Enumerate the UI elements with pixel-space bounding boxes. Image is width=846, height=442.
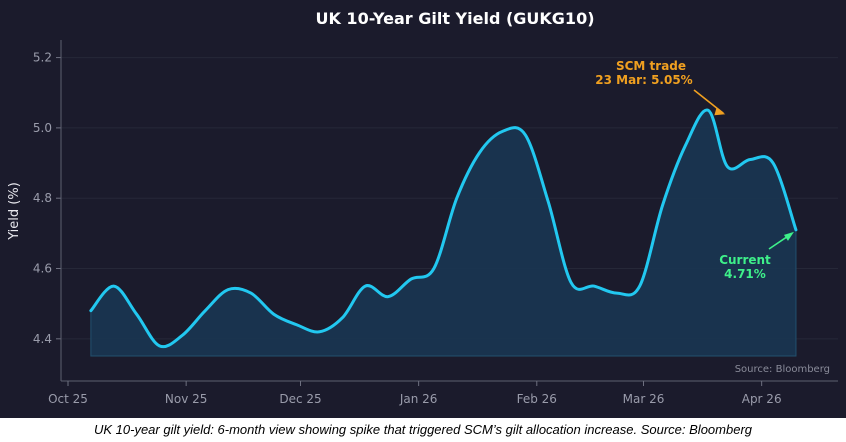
source-note: Source: Bloomberg [735, 364, 830, 375]
x-tick-label: Mar 26 [623, 392, 665, 406]
y-tick-label: 4.6 [33, 262, 52, 276]
y-tick-label: 5.0 [33, 121, 52, 135]
y-tick-label: 4.4 [33, 332, 52, 346]
y-tick-label: 5.2 [33, 51, 52, 65]
y-axis-label: Yield (%) [7, 182, 22, 241]
annotation-current-title: Current [719, 253, 771, 267]
annotation-current-value: 4.71% [724, 267, 766, 281]
x-tick-label: Dec 25 [279, 392, 321, 406]
x-tick-label: Apr 26 [742, 392, 782, 406]
series-line [89, 108, 798, 349]
x-tick-label: Nov 25 [165, 392, 208, 406]
annotation-scm-trade-arrow [693, 89, 724, 114]
x-tick-label: Jan 26 [399, 392, 438, 406]
annotation-scm-trade-title: SCM trade [616, 59, 686, 73]
figure-caption: UK 10-year gilt yield: 6-month view show… [0, 418, 846, 442]
chart-container: UK 10-Year Gilt Yield (GUKG10) Yield (%)… [0, 0, 846, 418]
x-tick-label: Feb 26 [517, 392, 557, 406]
gilt-yield-chart: UK 10-Year Gilt Yield (GUKG10) Yield (%)… [7, 9, 838, 406]
x-tick-label: Oct 25 [48, 392, 88, 406]
chart-title: UK 10-Year Gilt Yield (GUKG10) [315, 9, 594, 28]
y-tick-label: 4.8 [33, 191, 52, 205]
annotation-scm-trade-value: 23 Mar: 5.05% [595, 73, 692, 87]
annotation-scm-trade-arrowhead [714, 108, 726, 116]
annotation-current-arrowhead [783, 231, 794, 241]
